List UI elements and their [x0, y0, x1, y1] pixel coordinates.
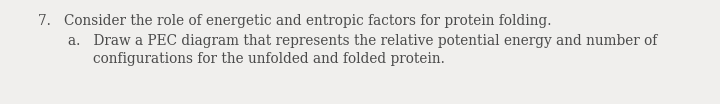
Text: 7.   Consider the role of energetic and entropic factors for protein folding.: 7. Consider the role of energetic and en…	[38, 14, 552, 28]
Text: a.   Draw a PEC diagram that represents the relative potential energy and number: a. Draw a PEC diagram that represents th…	[68, 34, 657, 48]
Text: configurations for the unfolded and folded protein.: configurations for the unfolded and fold…	[93, 52, 445, 66]
